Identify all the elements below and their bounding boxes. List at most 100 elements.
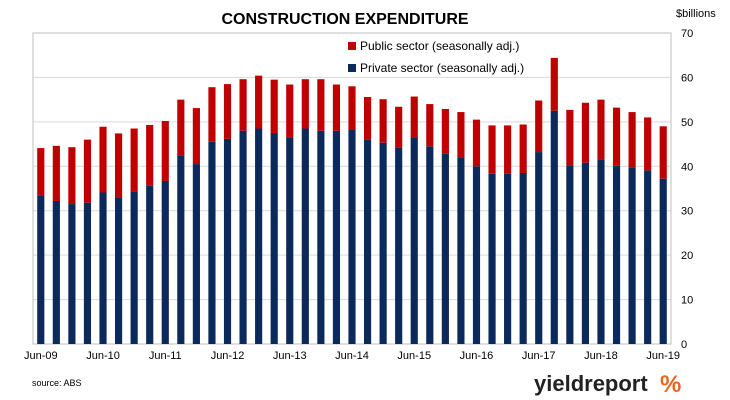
bar-public — [130, 128, 138, 192]
bar-public — [395, 106, 403, 148]
bar-public — [301, 79, 309, 129]
bar-private — [566, 165, 574, 344]
bar-private — [68, 204, 76, 344]
x-tick-labels: Jun-09 Jun-10 Jun-11 Jun-12 Jun-13 Jun-14 Jun-… — [24, 350, 680, 362]
bar-public — [597, 99, 605, 160]
bar-private — [659, 178, 667, 344]
bar-private — [488, 173, 496, 344]
chart-title: CONSTRUCTION EXPENDITURE — [221, 11, 468, 28]
x-tick-label: Jun-16 — [460, 350, 494, 362]
y-tick-label: 20 — [681, 250, 693, 262]
bar-public — [83, 139, 92, 203]
bar-public — [317, 79, 325, 131]
bar-private — [99, 192, 107, 344]
bar-private — [208, 141, 216, 344]
bar-public — [332, 84, 341, 131]
yieldreport-logo: yieldreport % — [534, 371, 681, 398]
x-tick-label: Jun-17 — [522, 350, 556, 362]
y-tick-label: 50 — [681, 117, 693, 129]
bar-public — [177, 99, 185, 156]
bar-public — [192, 108, 200, 165]
bar-private — [410, 137, 418, 344]
legend-label-public: Public sector (seasonally adj.) — [360, 39, 519, 53]
x-tick-label: Jun-11 — [149, 350, 182, 362]
y-tick-label: 30 — [681, 206, 693, 218]
bar-public — [644, 117, 652, 171]
y-tick-label: 70 — [681, 28, 693, 40]
legend-label-private: Private sector (seasonally adj.) — [360, 61, 524, 75]
bar-public — [37, 148, 45, 196]
x-tick-label: Jun-14 — [335, 350, 369, 362]
bar-private — [363, 139, 372, 344]
logo-wordmark: yieldreport — [534, 371, 648, 396]
bar-public — [68, 147, 76, 205]
x-tick-label: Jun-10 — [86, 350, 120, 362]
bars — [37, 57, 667, 344]
bar-public — [504, 125, 512, 174]
bar-public — [519, 124, 527, 173]
bar-public — [566, 109, 574, 166]
bar-private — [379, 142, 387, 344]
bar-private — [519, 172, 527, 344]
bar-public — [348, 86, 356, 130]
bar-private — [348, 129, 356, 344]
bar-public — [628, 112, 636, 168]
legend-swatch-public — [348, 42, 356, 50]
bar-public — [255, 75, 263, 129]
bar-private — [270, 132, 278, 344]
bar-private — [52, 200, 60, 344]
y-tick-labels: 0 10 20 30 40 50 60 70 — [681, 28, 693, 351]
bar-private — [612, 165, 621, 344]
legend: Public sector (seasonally adj.) Private … — [348, 39, 524, 75]
bar-private — [457, 157, 465, 344]
bar-public — [146, 124, 154, 186]
y-tick-label: 60 — [681, 72, 693, 84]
bar-public — [426, 104, 434, 147]
bar-public — [550, 57, 558, 111]
bar-public — [115, 133, 123, 198]
bar-public — [612, 107, 621, 166]
x-tick-label: Jun-15 — [397, 350, 431, 362]
bar-private — [395, 147, 403, 344]
bar-private — [239, 130, 247, 344]
bar-private — [177, 155, 185, 344]
bar-private — [192, 164, 200, 344]
bar-private — [550, 110, 558, 344]
bar-public — [441, 108, 449, 154]
bar-public — [472, 119, 481, 167]
bar-private — [255, 128, 263, 344]
bar-private — [581, 162, 589, 344]
bar-public — [659, 126, 667, 179]
y-tick-label: 0 — [681, 339, 687, 351]
bar-public — [208, 87, 216, 142]
source-note: source: ABS — [32, 378, 82, 388]
bar-private — [301, 128, 309, 344]
y-tick-label: 40 — [681, 161, 693, 173]
bar-public — [286, 84, 294, 138]
bar-private — [146, 185, 154, 344]
bar-private — [472, 166, 481, 344]
bar-private — [644, 170, 652, 344]
bar-private — [37, 195, 45, 344]
bar-private — [597, 159, 605, 344]
bar-public — [99, 126, 107, 193]
bar-private — [286, 137, 294, 344]
bar-private — [317, 130, 325, 344]
legend-swatch-private — [348, 64, 356, 72]
x-tick-label: Jun-09 — [24, 350, 58, 362]
bar-private — [628, 167, 636, 344]
bar-private — [441, 153, 449, 344]
bar-private — [504, 173, 512, 344]
bar-private — [83, 202, 92, 344]
y-tick-label: 10 — [681, 295, 693, 307]
y-axis-label: $billions — [676, 8, 716, 20]
bar-public — [535, 100, 543, 153]
bar-public — [581, 102, 589, 163]
x-tick-label: Jun-12 — [211, 350, 245, 362]
bar-private — [130, 191, 138, 344]
x-tick-label: Jun-18 — [584, 350, 618, 362]
bar-public — [363, 96, 372, 140]
bar-private — [115, 197, 123, 344]
bar-public — [379, 99, 387, 143]
